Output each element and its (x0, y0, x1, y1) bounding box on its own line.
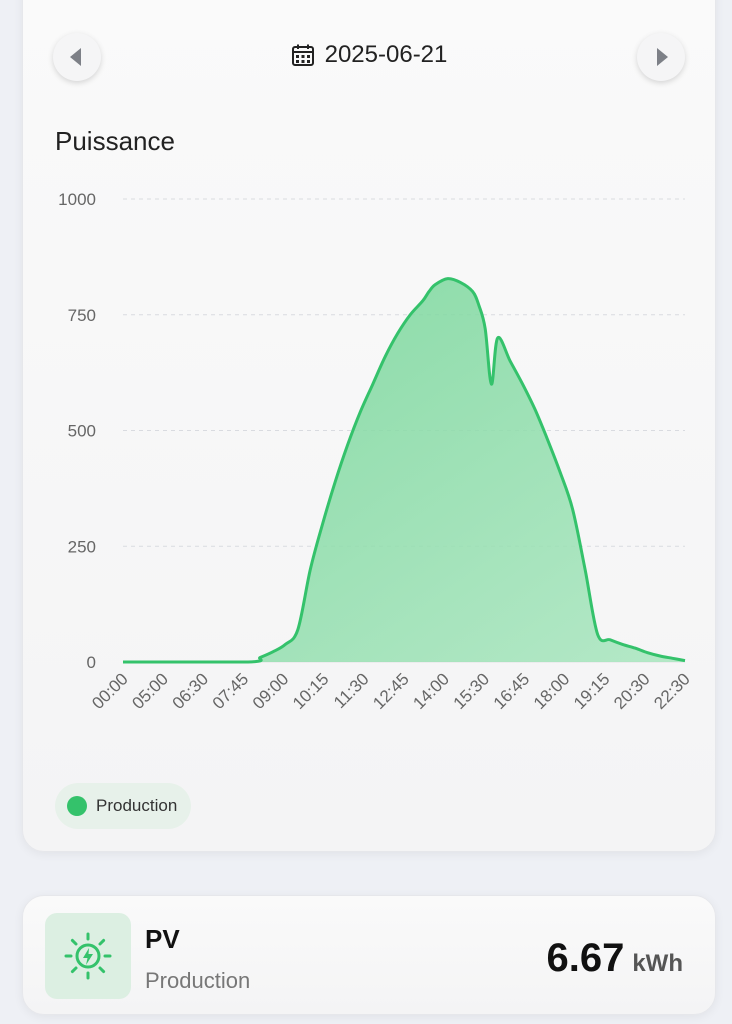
production-area (123, 278, 685, 662)
x-tick-label: 14:00 (409, 669, 453, 713)
x-tick-label: 12:45 (369, 669, 413, 713)
x-tick-label: 10:15 (289, 669, 333, 713)
pv-energy-value: 6.67 kWh (546, 936, 683, 981)
pv-title: PV (145, 924, 180, 954)
y-tick-label: 500 (68, 422, 96, 441)
chevron-left-icon (70, 48, 81, 66)
y-tick-label: 250 (68, 537, 96, 556)
chevron-right-icon (657, 48, 668, 66)
legend-swatch (67, 796, 87, 816)
y-tick-label: 0 (87, 653, 96, 672)
chart-card: 2025-06-21 Puissance 0 250 500 750 1000 00:00… (22, 0, 716, 852)
next-day-button[interactable] (637, 33, 685, 81)
production-line (123, 277, 686, 664)
pv-subtitle: Production (145, 968, 251, 993)
pv-icon-box (45, 913, 131, 999)
x-tick-label: 09:00 (249, 669, 293, 713)
chart-title: Puissance (55, 126, 175, 156)
x-tick-label: 15:30 (450, 669, 494, 713)
x-tick-label: 05:00 (128, 669, 172, 713)
legend-label: Production (96, 796, 178, 815)
pv-value-number: 6.67 (546, 936, 625, 980)
x-tick-label: 18:00 (530, 669, 574, 713)
x-tick-label: 06:30 (169, 669, 213, 713)
x-tick-label: 22:30 (650, 669, 694, 713)
x-tick-label: 07:45 (209, 669, 253, 713)
x-tick-label: 00:00 (88, 669, 132, 713)
x-tick-label: 11:30 (330, 669, 373, 712)
y-tick-label: 1000 (58, 190, 96, 209)
date-selector[interactable]: 2025-06-21 (23, 41, 715, 69)
date-label: 2025-06-21 (324, 41, 448, 68)
pv-card[interactable]: PV Production 6.67 kWh (22, 895, 716, 1015)
pv-value-unit: kWh (632, 950, 683, 977)
prev-day-button[interactable] (53, 33, 101, 81)
x-tick-label: 16:45 (490, 669, 534, 713)
x-tick-label: 19:15 (570, 669, 614, 713)
legend-production[interactable]: Production (55, 783, 192, 829)
power-chart: 0250500750100000:0005:0006:3007:4509:001… (58, 190, 694, 713)
calendar-icon (291, 44, 314, 66)
sun-bolt-icon (64, 932, 112, 980)
y-tick-label: 750 (68, 306, 96, 325)
x-tick-label: 20:30 (610, 669, 654, 713)
